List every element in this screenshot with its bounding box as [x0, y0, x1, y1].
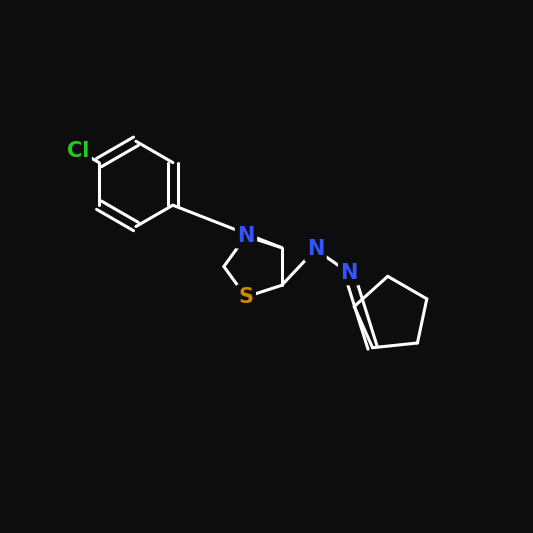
Text: S: S: [238, 287, 254, 307]
Text: N: N: [341, 263, 358, 283]
Text: N: N: [307, 239, 324, 260]
Text: Cl: Cl: [67, 141, 90, 160]
Text: N: N: [237, 226, 255, 246]
